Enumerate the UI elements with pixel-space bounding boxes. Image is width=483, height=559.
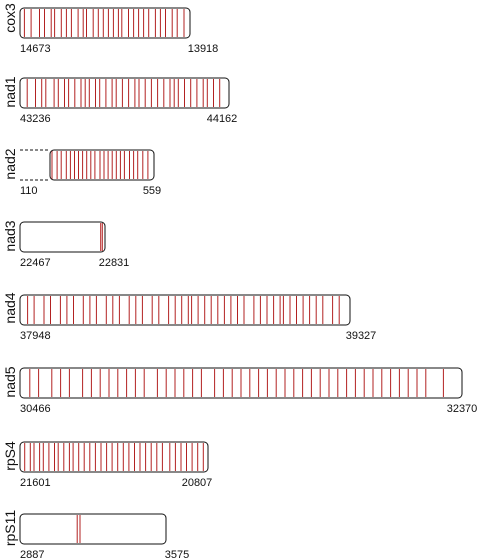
start-coordinate: 43236 <box>20 113 51 125</box>
gene-box <box>19 367 463 399</box>
end-coordinate: 20807 <box>182 477 213 489</box>
gene-label: rpS11 <box>2 510 18 547</box>
gene-label: nad4 <box>2 292 18 323</box>
gene-label: nad1 <box>2 76 18 107</box>
end-coordinate: 13918 <box>188 43 219 55</box>
start-coordinate: 37948 <box>20 330 51 342</box>
gene-label: rpS4 <box>2 441 18 471</box>
end-coordinate: 559 <box>143 185 161 197</box>
start-coordinate: 110 <box>20 185 38 197</box>
gene-box <box>19 294 351 326</box>
gene-box <box>19 7 191 39</box>
start-coordinate: 21601 <box>20 477 51 489</box>
gene-box <box>19 221 106 253</box>
start-coordinate: 2887 <box>20 549 44 559</box>
end-coordinate: 3575 <box>165 549 189 559</box>
start-coordinate: 22467 <box>20 257 51 269</box>
gene-box <box>19 441 209 473</box>
gene-box <box>19 77 230 109</box>
gene-label: cox3 <box>2 3 18 33</box>
gene-label: nad5 <box>2 366 18 397</box>
gene-box <box>19 513 167 545</box>
end-coordinate: 39327 <box>346 330 377 342</box>
start-coordinate: 30466 <box>20 403 51 415</box>
gene-label: nad3 <box>2 220 18 251</box>
gene-label: nad2 <box>2 148 18 179</box>
end-coordinate: 44162 <box>207 113 238 125</box>
end-coordinate: 22831 <box>99 257 130 269</box>
gene-box <box>49 149 155 181</box>
end-coordinate: 32370 <box>447 403 478 415</box>
start-coordinate: 14673 <box>20 43 51 55</box>
